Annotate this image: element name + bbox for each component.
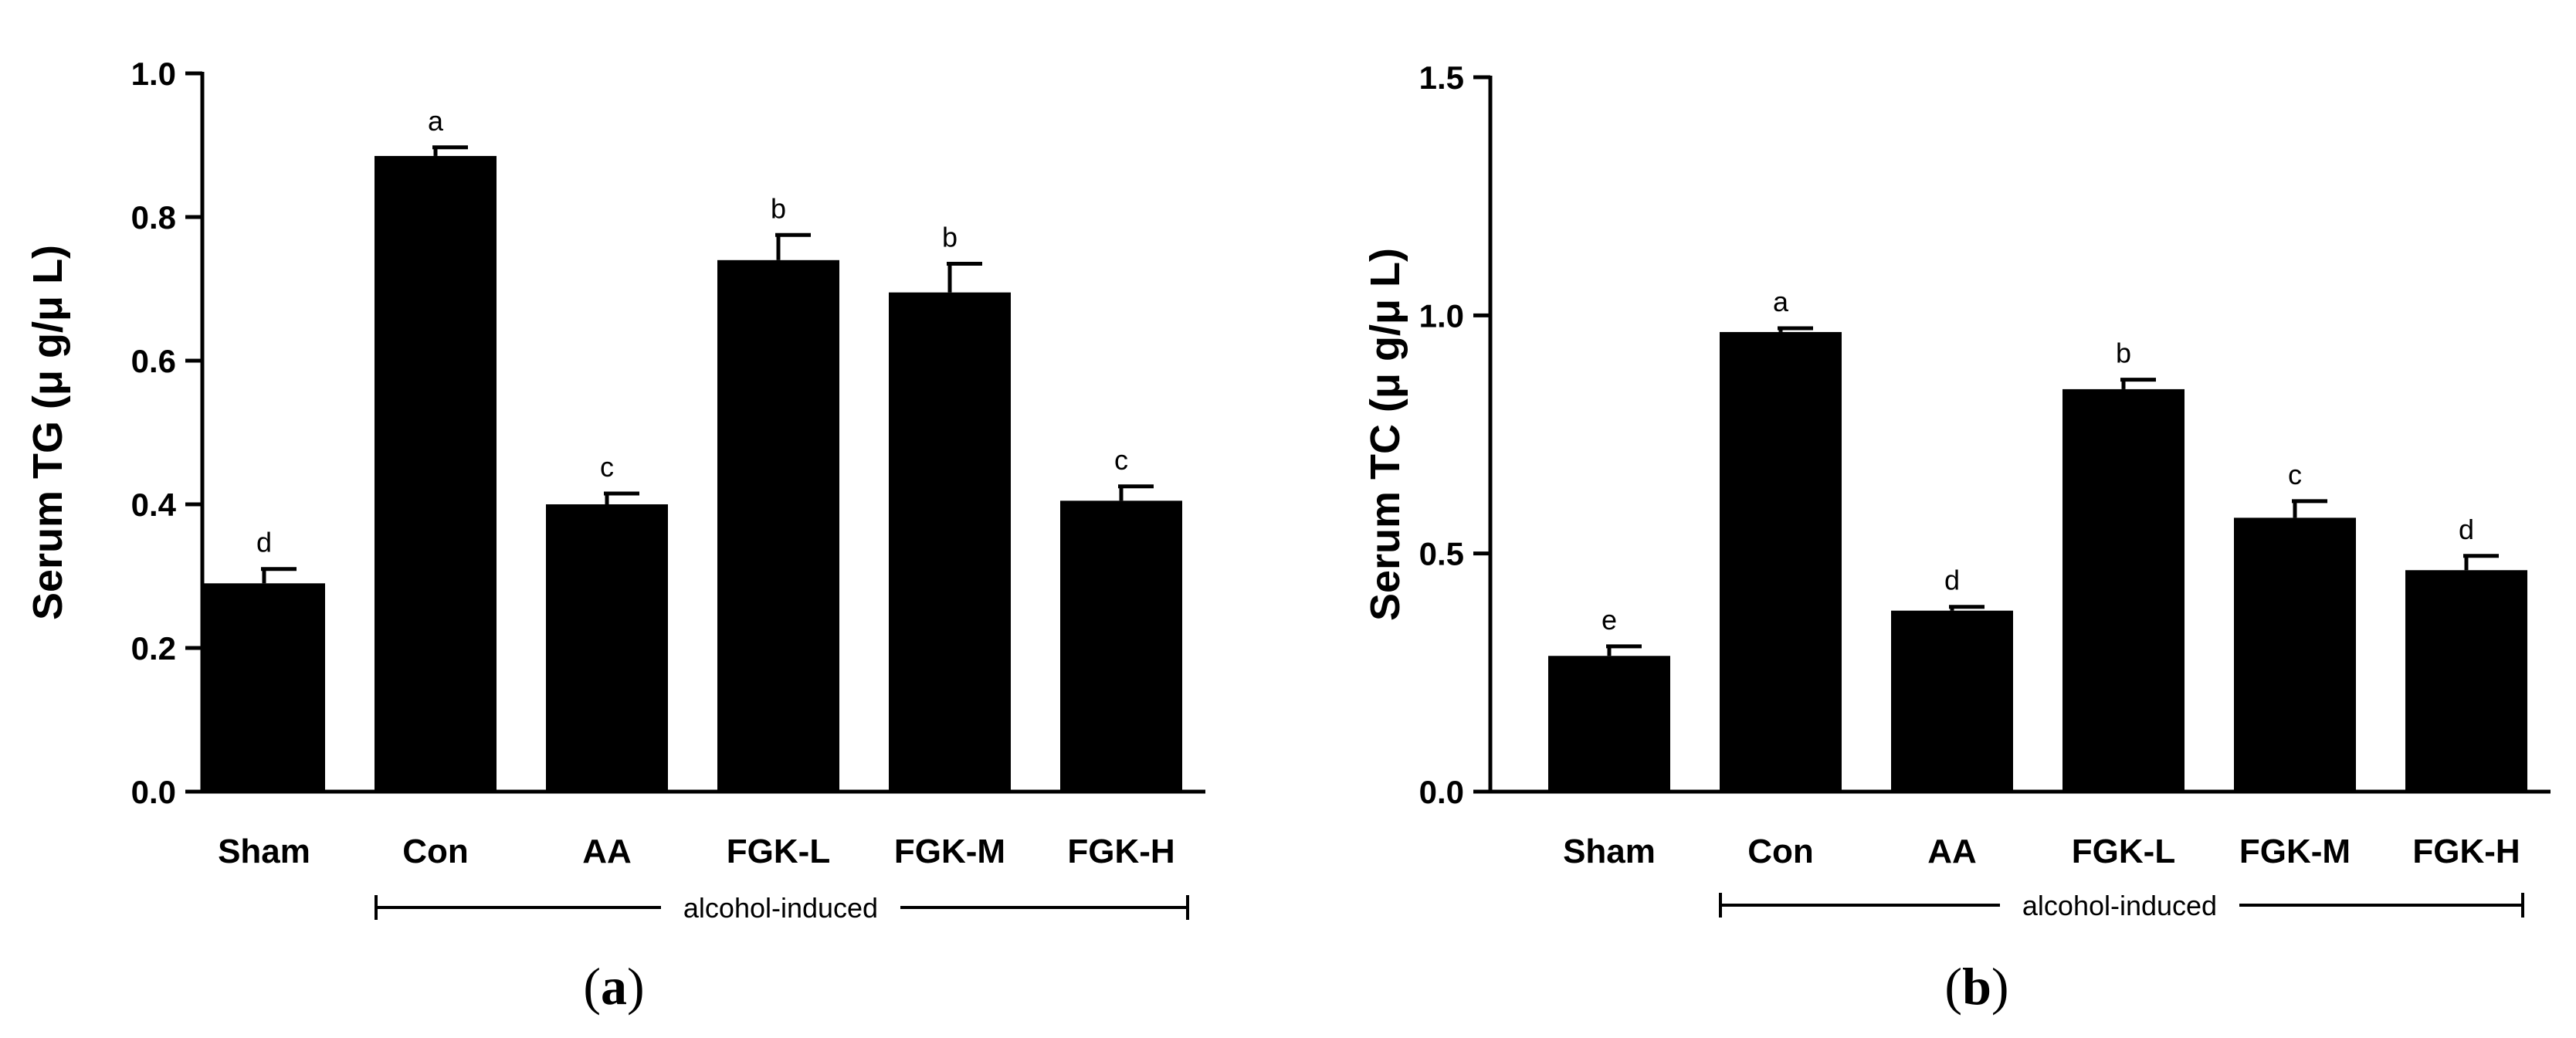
y-tick-label: 0.0 — [1419, 774, 1464, 810]
bar-con — [1720, 331, 1842, 792]
significance-label: e — [1602, 604, 1617, 636]
x-tick-label: FGK-H — [1067, 833, 1174, 870]
significance-label: a — [1773, 286, 1789, 317]
panel-label: (b) — [1944, 957, 2008, 1016]
bar-aa — [546, 504, 668, 792]
significance-label: a — [428, 105, 444, 137]
bar-fgk-l — [2062, 388, 2185, 792]
significance-label: b — [2116, 338, 2131, 369]
y-tick-label: 0.2 — [131, 630, 176, 667]
x-tick-label: Con — [1747, 833, 1814, 870]
group-bracket-label: alcohol-induced — [683, 892, 878, 924]
x-tick-label: FGK-M — [894, 833, 1005, 870]
significance-label: b — [771, 192, 786, 224]
y-tick-label: 0.4 — [131, 487, 177, 523]
significance-label: b — [942, 221, 958, 253]
bar-sham — [1548, 656, 1670, 792]
y-tick-label: 0.5 — [1419, 536, 1464, 572]
chart-b: e Sham a Con d AA b FGK-L c FGK-M d FGK-H 0.0 0.5 1.0 1… — [1362, 59, 2551, 1016]
bar-sham — [203, 583, 325, 792]
x-tick-label: Sham — [1563, 833, 1656, 870]
bar-fgk-h — [2405, 570, 2527, 792]
x-tick-label: FGK-L — [2072, 833, 2175, 870]
y-tick-label: 0.0 — [131, 774, 176, 810]
significance-label: c — [1114, 444, 1128, 476]
y-tick-label: 0.6 — [131, 343, 176, 379]
bar-aa — [1891, 610, 2013, 792]
group-bracket-label: alcohol-induced — [2022, 890, 2217, 921]
significance-label: d — [1944, 565, 1960, 596]
significance-label: d — [2459, 514, 2474, 545]
x-tick-label: Con — [402, 833, 469, 870]
significance-label: d — [256, 527, 272, 558]
x-tick-label: AA — [582, 833, 632, 870]
panel-label: (a) — [583, 957, 644, 1016]
y-axis-label: Serum TC (μ g/μ L) — [1362, 248, 1408, 621]
bar-fgk-h — [1060, 500, 1182, 792]
bar-con — [375, 155, 497, 792]
y-tick-label: 1.5 — [1419, 59, 1464, 96]
x-tick-label: Sham — [218, 833, 310, 870]
significance-label: c — [2288, 459, 2302, 490]
bar-fgk-l — [717, 260, 839, 792]
chart-a: d Sham a Con c AA b FGK-L b FGK-M c FGK-H 0.0 0.2 0.4 0… — [25, 56, 1205, 1016]
x-tick-label: FGK-M — [2239, 833, 2351, 870]
y-tick-label: 0.8 — [131, 199, 176, 236]
x-tick-label: FGK-H — [2412, 833, 2520, 870]
bar-fgk-m — [2234, 517, 2356, 792]
y-axis-label: Serum TG (μ g/μ L) — [25, 245, 71, 620]
y-tick-label: 1.0 — [1419, 297, 1464, 334]
x-tick-label: AA — [1927, 833, 1977, 870]
x-tick-label: FGK-L — [727, 833, 830, 870]
y-tick-label: 1.0 — [131, 56, 176, 92]
significance-label: c — [600, 451, 614, 483]
bar-fgk-m — [889, 292, 1011, 792]
